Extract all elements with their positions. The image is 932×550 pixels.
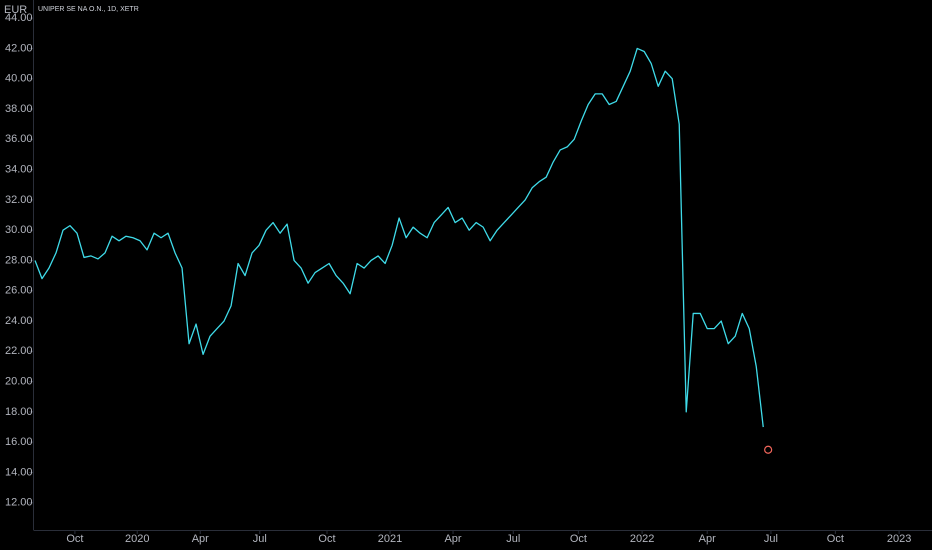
price-line [34,47,764,428]
y-axis-unit: EUR [4,4,27,16]
y-tick-label: 14.00 [5,466,33,478]
x-tick-label: 2021 [378,533,402,545]
y-tick-label: 36.00 [5,133,33,145]
x-tick-label: Oct [827,533,844,545]
y-tick-label: 26.00 [5,285,33,297]
x-tick-label: Apr [699,533,716,545]
last-price-marker [764,445,773,454]
y-tick-label: 30.00 [5,224,33,236]
x-tick-label: Oct [318,533,335,545]
x-tick-label: Apr [444,533,461,545]
x-tick-label: 2020 [125,533,149,545]
x-tick-label: 2022 [630,533,654,545]
x-tick-label: Jul [253,533,267,545]
x-tick-label: Jul [506,533,520,545]
y-tick-label: 38.00 [5,103,33,115]
y-tick-label: 28.00 [5,254,33,266]
y-tick-label: 34.00 [5,164,33,176]
x-tick-label: Oct [66,533,83,545]
y-tick-label: 12.00 [5,497,33,509]
y-tick-label: 22.00 [5,345,33,357]
y-tick-label: 24.00 [5,315,33,327]
x-tick-label: 2023 [887,533,911,545]
y-tick-label: 18.00 [5,406,33,418]
y-tick-label: 42.00 [5,42,33,54]
x-tick-label: Jul [764,533,778,545]
x-tick-label: Apr [192,533,209,545]
chart-title: UNIPER SE NA O.N., 1D, XETR [38,6,139,13]
y-tick-label: 44.00 [5,12,33,24]
y-tick-label: 20.00 [5,376,33,388]
y-tick-label: 32.00 [5,194,33,206]
y-tick-label: 40.00 [5,73,33,85]
x-tick-label: Oct [570,533,587,545]
y-tick-label: 16.00 [5,436,33,448]
